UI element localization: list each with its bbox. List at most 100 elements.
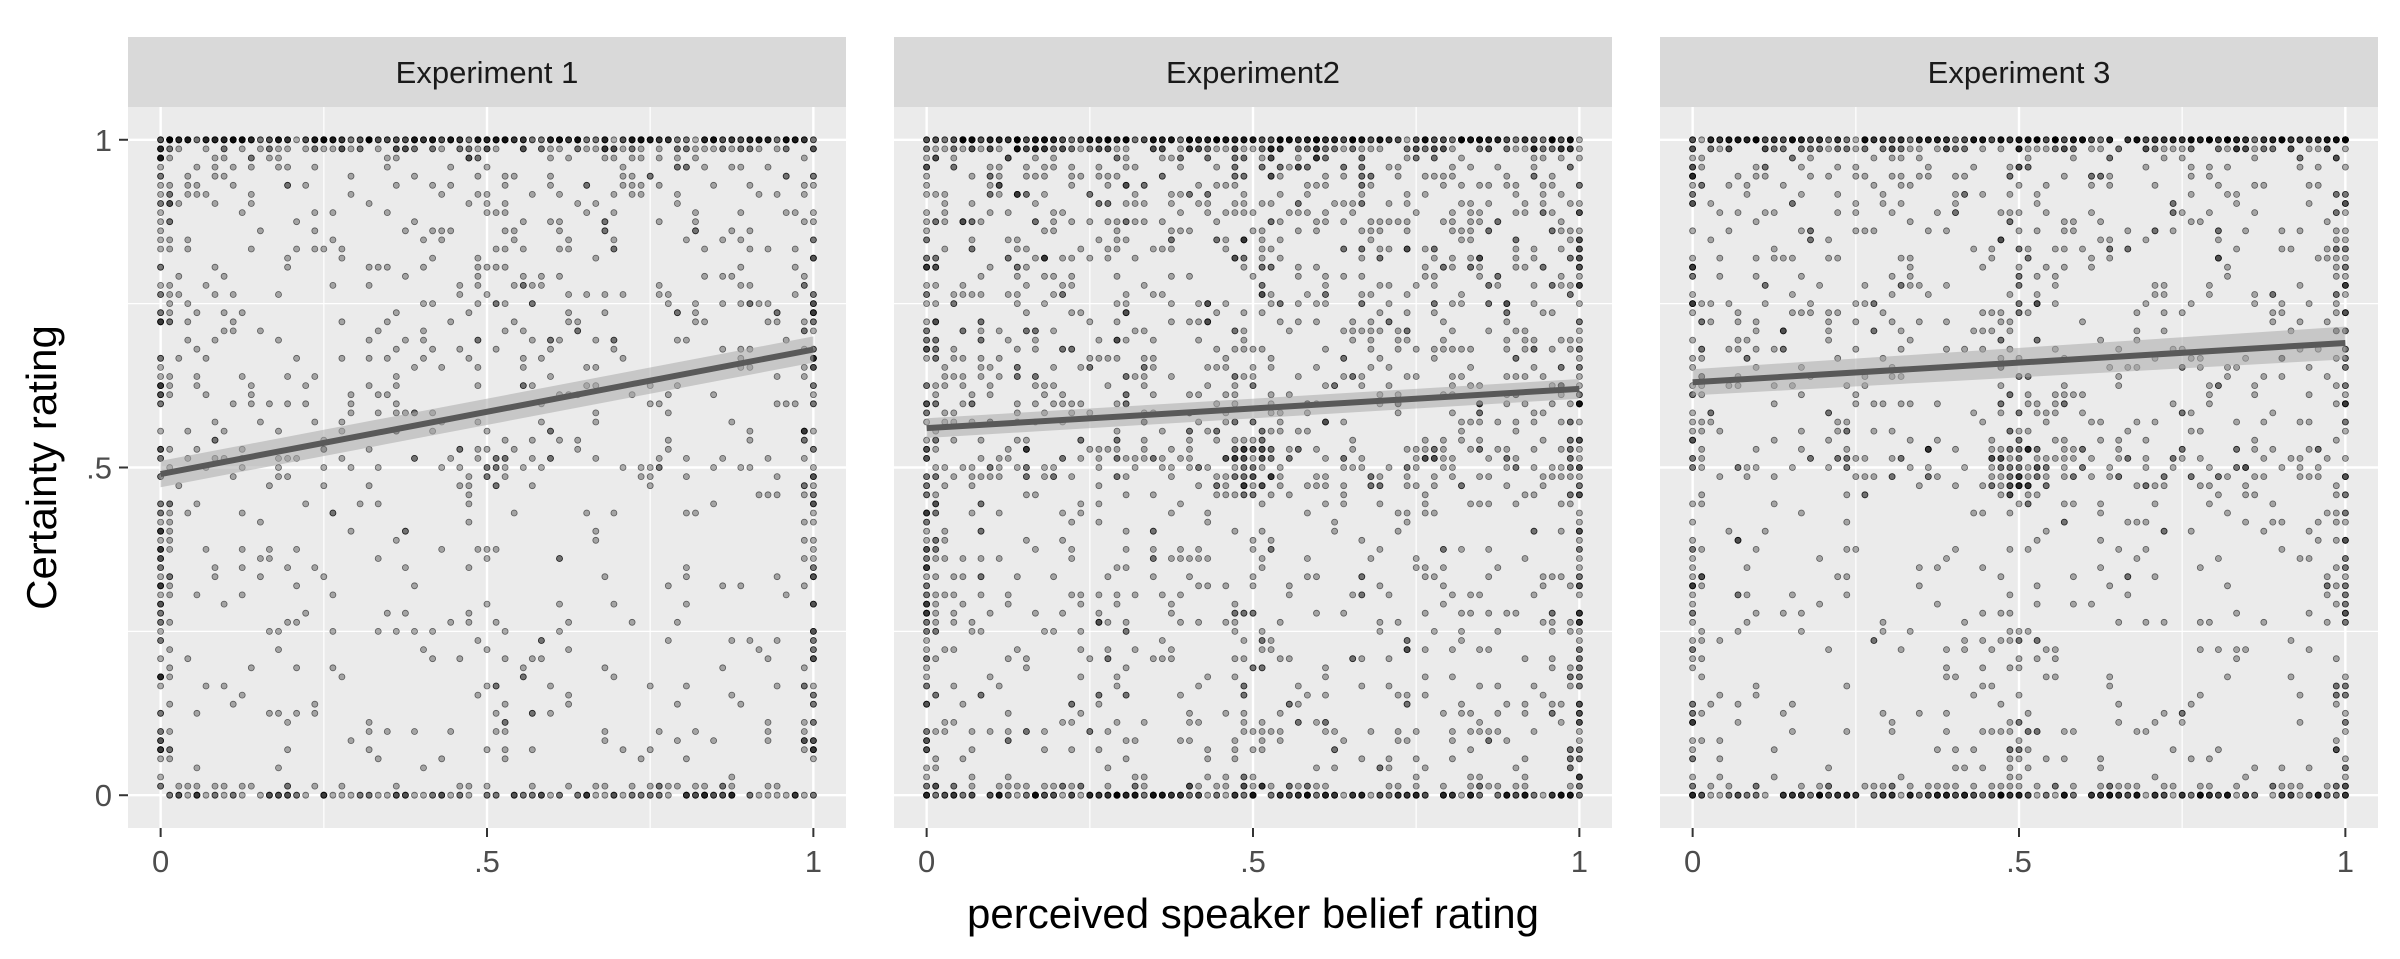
- data-point: [1539, 145, 1547, 153]
- data-point: [1095, 236, 1103, 244]
- data-point: [1068, 254, 1076, 262]
- data-point: [1924, 791, 1932, 799]
- data-point: [1231, 473, 1239, 481]
- data-point: [1258, 500, 1266, 508]
- data-point: [1576, 737, 1583, 744]
- data-point: [1050, 464, 1057, 471]
- data-point: [1294, 782, 1302, 790]
- data-point: [968, 482, 976, 490]
- data-point: [1689, 200, 1696, 207]
- data-point: [1068, 473, 1076, 481]
- data-point: [211, 136, 219, 144]
- data-point: [1530, 527, 1538, 535]
- data-point: [265, 709, 273, 717]
- data-point: [1358, 154, 1366, 162]
- data-point: [1888, 136, 1896, 144]
- data-point: [932, 263, 940, 271]
- data-point: [1086, 655, 1094, 663]
- data-point: [1906, 791, 1914, 799]
- data-point: [1752, 782, 1760, 790]
- data-point: [2024, 791, 2032, 799]
- data-point: [1576, 509, 1583, 517]
- data-point: [1213, 363, 1221, 371]
- data-point: [1566, 336, 1574, 344]
- data-point: [211, 791, 219, 799]
- data-point: [519, 245, 527, 253]
- data-point: [1521, 782, 1529, 790]
- data-point: [1249, 418, 1257, 426]
- data-point: [256, 227, 264, 235]
- data-point: [968, 236, 976, 244]
- data-point: [1004, 709, 1012, 717]
- data-point: [2341, 382, 2349, 390]
- data-point: [538, 281, 545, 289]
- data-point: [923, 682, 930, 690]
- data-point: [519, 145, 527, 153]
- data-point: [1249, 272, 1257, 280]
- data-point: [1077, 673, 1085, 681]
- data-point: [932, 400, 940, 408]
- data-point: [810, 391, 817, 399]
- data-point: [1059, 136, 1066, 144]
- data-point: [1503, 609, 1511, 617]
- data-point: [528, 281, 536, 289]
- data-point: [1476, 791, 1483, 799]
- data-point: [1566, 436, 1574, 444]
- data-point: [959, 555, 967, 562]
- data-point: [1059, 254, 1066, 262]
- data-point: [1385, 382, 1393, 390]
- data-point: [1131, 791, 1139, 799]
- data-point: [1231, 491, 1239, 499]
- data-point: [1304, 136, 1311, 144]
- data-point: [1013, 573, 1021, 581]
- data-point: [392, 791, 400, 799]
- data-point: [932, 609, 940, 617]
- data-point: [1403, 327, 1411, 335]
- data-point: [655, 181, 663, 189]
- data-point: [1168, 154, 1175, 162]
- data-point: [1566, 682, 1574, 690]
- data-point: [1322, 281, 1329, 289]
- data-point: [574, 791, 582, 799]
- data-point: [1449, 263, 1456, 271]
- data-point: [1258, 646, 1266, 653]
- data-point: [166, 145, 174, 153]
- data-point: [528, 791, 536, 799]
- data-point: [683, 336, 690, 344]
- data-point: [2060, 791, 2068, 799]
- data-point: [1761, 791, 1769, 799]
- data-point: [977, 691, 985, 699]
- data-point: [1403, 509, 1411, 517]
- data-point: [968, 509, 976, 517]
- data-point: [610, 236, 618, 244]
- data-point: [1059, 509, 1066, 517]
- data-point: [601, 782, 609, 790]
- data-point: [284, 136, 292, 144]
- data-point: [547, 181, 554, 189]
- data-point: [1013, 791, 1021, 799]
- data-point: [1576, 181, 1583, 189]
- data-point: [1095, 454, 1103, 462]
- data-point: [1512, 609, 1520, 617]
- data-point: [1186, 573, 1193, 581]
- data-point: [1113, 564, 1121, 571]
- data-point: [1313, 719, 1320, 726]
- data-point: [923, 491, 930, 499]
- data-point: [1068, 345, 1076, 353]
- data-point: [764, 318, 772, 326]
- data-point: [1340, 272, 1348, 280]
- data-point: [329, 591, 337, 599]
- data-point: [1412, 482, 1420, 490]
- data-point: [1349, 209, 1357, 217]
- x-tick-label: 0: [918, 844, 935, 879]
- data-point: [238, 546, 246, 553]
- data-point: [810, 473, 817, 481]
- data-point: [2251, 136, 2259, 144]
- data-point: [1122, 473, 1130, 481]
- data-point: [1322, 454, 1329, 462]
- data-point: [1041, 782, 1048, 790]
- data-point: [1548, 618, 1556, 626]
- data-point: [193, 309, 201, 317]
- data-point: [701, 272, 708, 280]
